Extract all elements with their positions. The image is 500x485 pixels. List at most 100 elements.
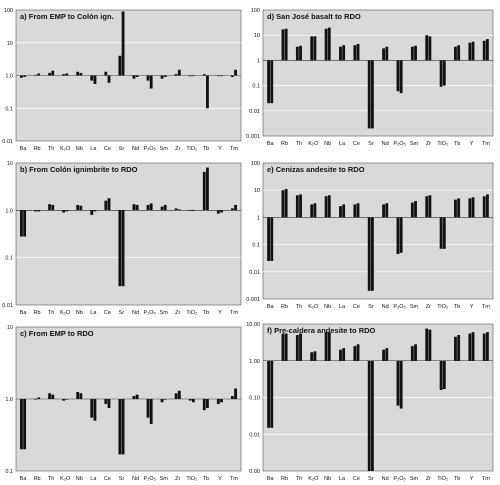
bar (104, 71, 108, 76)
bar (202, 74, 206, 76)
x-tick-label: Nb (324, 141, 331, 147)
bar (79, 393, 83, 399)
bar (107, 399, 111, 408)
x-tick-label: Nb (76, 310, 83, 316)
x-tick-label: La (90, 146, 97, 152)
bar (90, 399, 94, 418)
bar (382, 48, 385, 61)
bar (371, 60, 374, 129)
x-tick-label: K₂O (308, 141, 319, 147)
bar (454, 199, 457, 218)
bar (37, 397, 41, 399)
bar (482, 40, 486, 61)
bar (132, 396, 136, 399)
bar (425, 328, 429, 361)
bar (371, 360, 374, 471)
x-tick-label: Sr (119, 476, 125, 482)
bar (206, 75, 209, 109)
x-tick-label: Ce (353, 304, 360, 310)
bar (486, 39, 489, 61)
bar (149, 203, 153, 211)
bar (132, 204, 136, 211)
bar (385, 348, 389, 361)
bar (104, 200, 108, 211)
bar (174, 74, 178, 76)
x-tick-label: P₂O₅ (393, 141, 405, 147)
bar (90, 75, 94, 81)
y-tick-label: 0.1 (5, 256, 13, 262)
bar (149, 399, 153, 424)
bar (442, 60, 446, 86)
bar (327, 195, 331, 218)
chart-panel-f: 10.00 1.00 0.10 0.01 0.00 f) Pre-caldera ande… (246, 322, 494, 482)
bar (230, 75, 234, 77)
x-tick-label: Tb (203, 146, 209, 152)
y-tick-label: 0.01 (249, 109, 260, 115)
y-tick-label: 0.1 (5, 469, 13, 475)
x-tick-label: Sm (160, 476, 169, 482)
bar (339, 206, 342, 218)
bar (206, 399, 209, 408)
bar (324, 196, 328, 218)
y-tick-label: 0.1 (5, 106, 13, 112)
x-tick-label: Sr (368, 476, 374, 482)
x-tick-label: Tb (203, 476, 209, 482)
bar (37, 73, 41, 76)
bar (327, 27, 331, 61)
bar (457, 335, 461, 361)
y-tick-label: 1.00 (249, 359, 260, 365)
bar (216, 210, 220, 214)
x-tick-label: Tm (230, 476, 238, 482)
bar (382, 349, 385, 361)
bar (342, 348, 346, 361)
x-tick-label: Nd (382, 304, 389, 310)
bar (339, 46, 342, 61)
bar (121, 210, 125, 287)
y-tick-label: 0.01 (2, 303, 13, 309)
bar (428, 36, 432, 61)
y-tick-label: 1 (257, 215, 260, 221)
x-tick-label: Ba (267, 304, 275, 310)
x-tick-label: P₂O₅ (393, 476, 405, 482)
bar (382, 204, 385, 218)
x-tick-label: Ce (353, 141, 360, 147)
bar (468, 42, 472, 61)
x-tick-label: La (90, 476, 97, 482)
plot-area (262, 162, 494, 300)
plot-area (15, 162, 242, 306)
x-tick-label: Rb (281, 476, 288, 482)
bar (216, 399, 220, 405)
y-tick-label: 1 (257, 58, 260, 64)
bar (76, 71, 80, 76)
bar (191, 75, 195, 77)
bar (385, 203, 389, 218)
y-tick-label: 0.01 (249, 270, 260, 276)
bar (51, 204, 55, 211)
x-tick-label: Ce (104, 476, 111, 482)
bar (339, 349, 342, 361)
x-tick-label: Zr (175, 476, 180, 482)
bar (410, 346, 414, 361)
x-tick-label: P₂O₅ (393, 304, 405, 310)
bar (23, 399, 27, 450)
x-tick-label: K₂O (60, 146, 71, 152)
bar (79, 72, 83, 76)
x-tick-label: Nd (132, 310, 139, 316)
bar (188, 210, 192, 211)
chart-panel-a: 100 10 1.0 0.1 0.01 a) From EMP to Colón ign.… (2, 8, 242, 152)
bar (76, 204, 80, 211)
x-tick-label: Rb (34, 146, 41, 152)
x-tick-label: Sr (368, 141, 374, 147)
x-tick-label: Y (470, 476, 474, 482)
x-tick-label: P₂O₅ (143, 146, 155, 152)
x-tick-label: Th (48, 146, 54, 152)
panel-title: d) San José basalt to RDO (267, 12, 361, 21)
panel-title: a) From EMP to Colón ign. (20, 12, 114, 21)
bar (385, 46, 389, 61)
x-tick-label: TiO₂ (437, 304, 448, 310)
x-tick-label: Zr (426, 141, 431, 147)
bar (327, 332, 331, 361)
bar (51, 70, 55, 76)
x-tick-label: La (339, 141, 346, 147)
bar (399, 360, 403, 409)
